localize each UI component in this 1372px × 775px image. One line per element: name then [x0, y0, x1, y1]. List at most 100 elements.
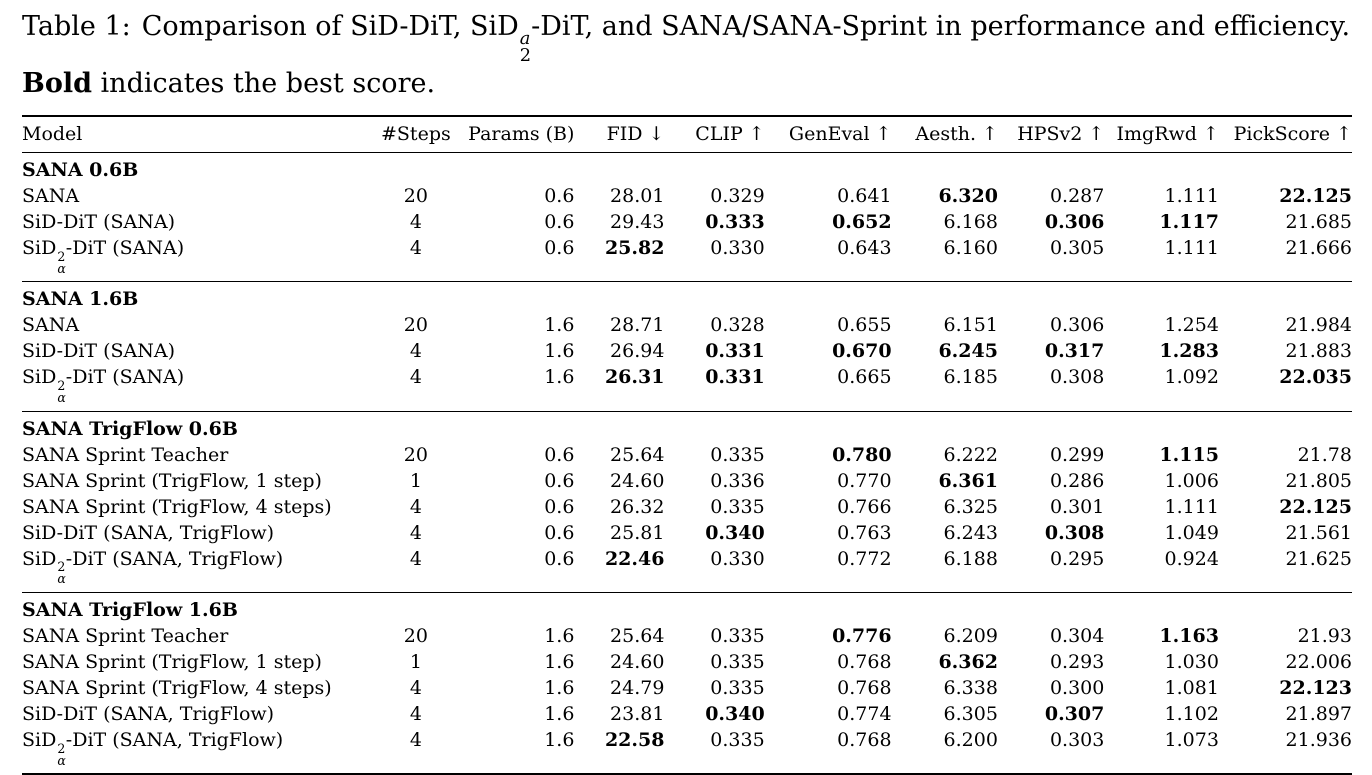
value-cell: 1.115: [1159, 443, 1219, 466]
value-cell: 20: [403, 185, 428, 208]
value-cell: 6.325: [943, 495, 998, 518]
value-cell: 0.763: [837, 521, 892, 544]
model-cell: SANA: [22, 314, 80, 337]
column-header-params-b: Params (B): [468, 123, 575, 146]
value-cell: 1.073: [1164, 729, 1219, 752]
value-cell: 0.307: [1044, 703, 1105, 726]
value-cell: 28.01: [610, 185, 665, 208]
value-cell: 0.317: [1044, 340, 1105, 363]
value-cell: 4: [409, 547, 422, 570]
value-cell: 22.125: [1279, 495, 1352, 518]
value-cell: 0.340: [705, 521, 765, 544]
value-cell: 0.6: [544, 443, 575, 466]
value-cell: 0.308: [1044, 521, 1105, 544]
value-cell: 20: [403, 314, 428, 337]
column-header-hpsv2: HPSv2 ↑: [1017, 123, 1105, 146]
value-cell: 1.6: [544, 729, 575, 752]
value-cell: 6.361: [938, 469, 998, 492]
value-cell: 22.125: [1279, 185, 1352, 208]
value-cell: 0.335: [710, 495, 765, 518]
value-cell: 6.222: [943, 443, 998, 466]
value-cell: 0.306: [1044, 211, 1105, 234]
value-cell: 4: [409, 521, 422, 544]
table-section: SANA TrigFlow 1.6B SANA Sprint Teacher 20 1…: [22, 592, 1352, 775]
value-cell: 4: [409, 703, 422, 726]
model-cell: SiD-DiT (SANA, TrigFlow): [22, 703, 275, 726]
table-header: Model #Steps Params (B) FID ↓ CLIP ↑ GenEval …: [22, 116, 1352, 153]
column-header-clip: CLIP ↑: [695, 123, 765, 146]
section-header-row: SANA TrigFlow 0.6B: [22, 411, 1352, 442]
table-row: SANA Sprint (TrigFlow, 4 steps) 4 1.6 24.79…: [22, 675, 1352, 701]
value-cell: 21.936: [1285, 729, 1352, 752]
value-cell: 1.092: [1164, 366, 1219, 389]
value-cell: 21.93: [1297, 625, 1352, 648]
value-cell: 21.561: [1285, 521, 1352, 544]
value-cell: 0.6: [544, 469, 575, 492]
value-cell: 0.665: [837, 366, 892, 389]
value-cell: 6.160: [943, 237, 998, 260]
value-cell: 0.286: [1049, 469, 1105, 492]
value-cell: 6.185: [943, 366, 998, 389]
value-cell: 22.58: [604, 729, 665, 752]
value-cell: 1.283: [1159, 340, 1219, 363]
model-cell: SANA Sprint (TrigFlow, 4 steps): [22, 495, 332, 518]
value-cell: 24.79: [610, 677, 665, 700]
value-cell: 0.6: [544, 185, 575, 208]
value-cell: 25.82: [604, 237, 665, 260]
model-cell: SiD-DiT (SANA, TrigFlow): [22, 521, 275, 544]
value-cell: 6.243: [943, 521, 998, 544]
table-row: SANA Sprint Teacher 20 0.6 25.64 0.335 0.780 6…: [22, 442, 1352, 468]
model-cell: SiD 2 α -DiT (SANA, TrigFlow): [22, 729, 284, 768]
value-cell: 25.64: [610, 443, 665, 466]
value-cell: 0.299: [1049, 443, 1105, 466]
value-cell: 6.209: [943, 625, 998, 648]
table-row: SANA 20 1.6 28.71 0.328 0.655 6.151 0.306 1.254 2…: [22, 312, 1352, 338]
value-cell: 0.335: [710, 651, 765, 674]
value-cell: 21.666: [1285, 237, 1352, 260]
value-cell: 0.329: [710, 185, 765, 208]
value-cell: 0.301: [1049, 495, 1105, 518]
table-row: SANA Sprint (TrigFlow, 1 step) 1 0.6 24.60 0…: [22, 468, 1352, 494]
value-cell: 1.006: [1164, 469, 1219, 492]
value-cell: 6.151: [943, 314, 998, 337]
table-row: SiD 2 α -DiT (SANA, TrigFlow) 4 0.6 22.46 0.330…: [22, 546, 1352, 593]
value-cell: 0.306: [1049, 314, 1105, 337]
value-cell: 25.64: [610, 625, 665, 648]
value-cell: 0.330: [710, 547, 765, 570]
table-caption-label: Table 1:: [22, 11, 131, 42]
value-cell: 0.293: [1049, 651, 1105, 674]
value-cell: 0.335: [710, 443, 765, 466]
value-cell: 24.60: [610, 651, 665, 674]
value-cell: 21.78: [1297, 443, 1352, 466]
value-cell: 1: [409, 651, 422, 674]
value-cell: 1.117: [1159, 211, 1219, 234]
model-cell: SiD-DiT (SANA): [22, 211, 176, 234]
value-cell: 1.111: [1164, 495, 1219, 518]
value-cell: 0.331: [705, 366, 765, 389]
table-row: SANA 20 0.6 28.01 0.329 0.641 6.320 0.287 1.111 2…: [22, 183, 1352, 209]
value-cell: 21.625: [1285, 547, 1352, 570]
table-row: SiD 2 α -DiT (SANA) 4 0.6 25.82 0.330 0.643 6.160…: [22, 235, 1352, 282]
value-cell: 1.6: [544, 677, 575, 700]
column-header-fid: FID ↓: [606, 123, 665, 146]
table-caption-text: Comparison of SiD-DiT, SiD a 2 -DiT, and SA…: [22, 11, 1351, 100]
value-cell: 1.6: [544, 625, 575, 648]
column-header-geneval: GenEval ↑: [788, 123, 892, 146]
table-section: SANA 0.6B SANA 20 0.6 28.01 0.329 0.641 6.320 0.…: [22, 153, 1352, 282]
section-title: SANA 1.6B: [22, 288, 139, 311]
value-cell: 0.768: [837, 651, 892, 674]
value-cell: 0.6: [544, 547, 575, 570]
value-cell: 4: [409, 366, 422, 389]
table-row: SANA Sprint (TrigFlow, 4 steps) 4 0.6 26.32…: [22, 494, 1352, 520]
section-title: SANA 0.6B: [22, 159, 139, 182]
value-cell: 0.330: [710, 237, 765, 260]
value-cell: 1.049: [1164, 521, 1219, 544]
value-cell: 0.655: [837, 314, 892, 337]
value-cell: 0.643: [837, 237, 892, 260]
section-title: SANA TrigFlow 0.6B: [22, 417, 238, 440]
table-row: SiD-DiT (SANA) 4 1.6 26.94 0.331 0.670 6.245 0.…: [22, 338, 1352, 364]
value-cell: 0.287: [1049, 185, 1105, 208]
value-cell: 22.035: [1279, 366, 1352, 389]
